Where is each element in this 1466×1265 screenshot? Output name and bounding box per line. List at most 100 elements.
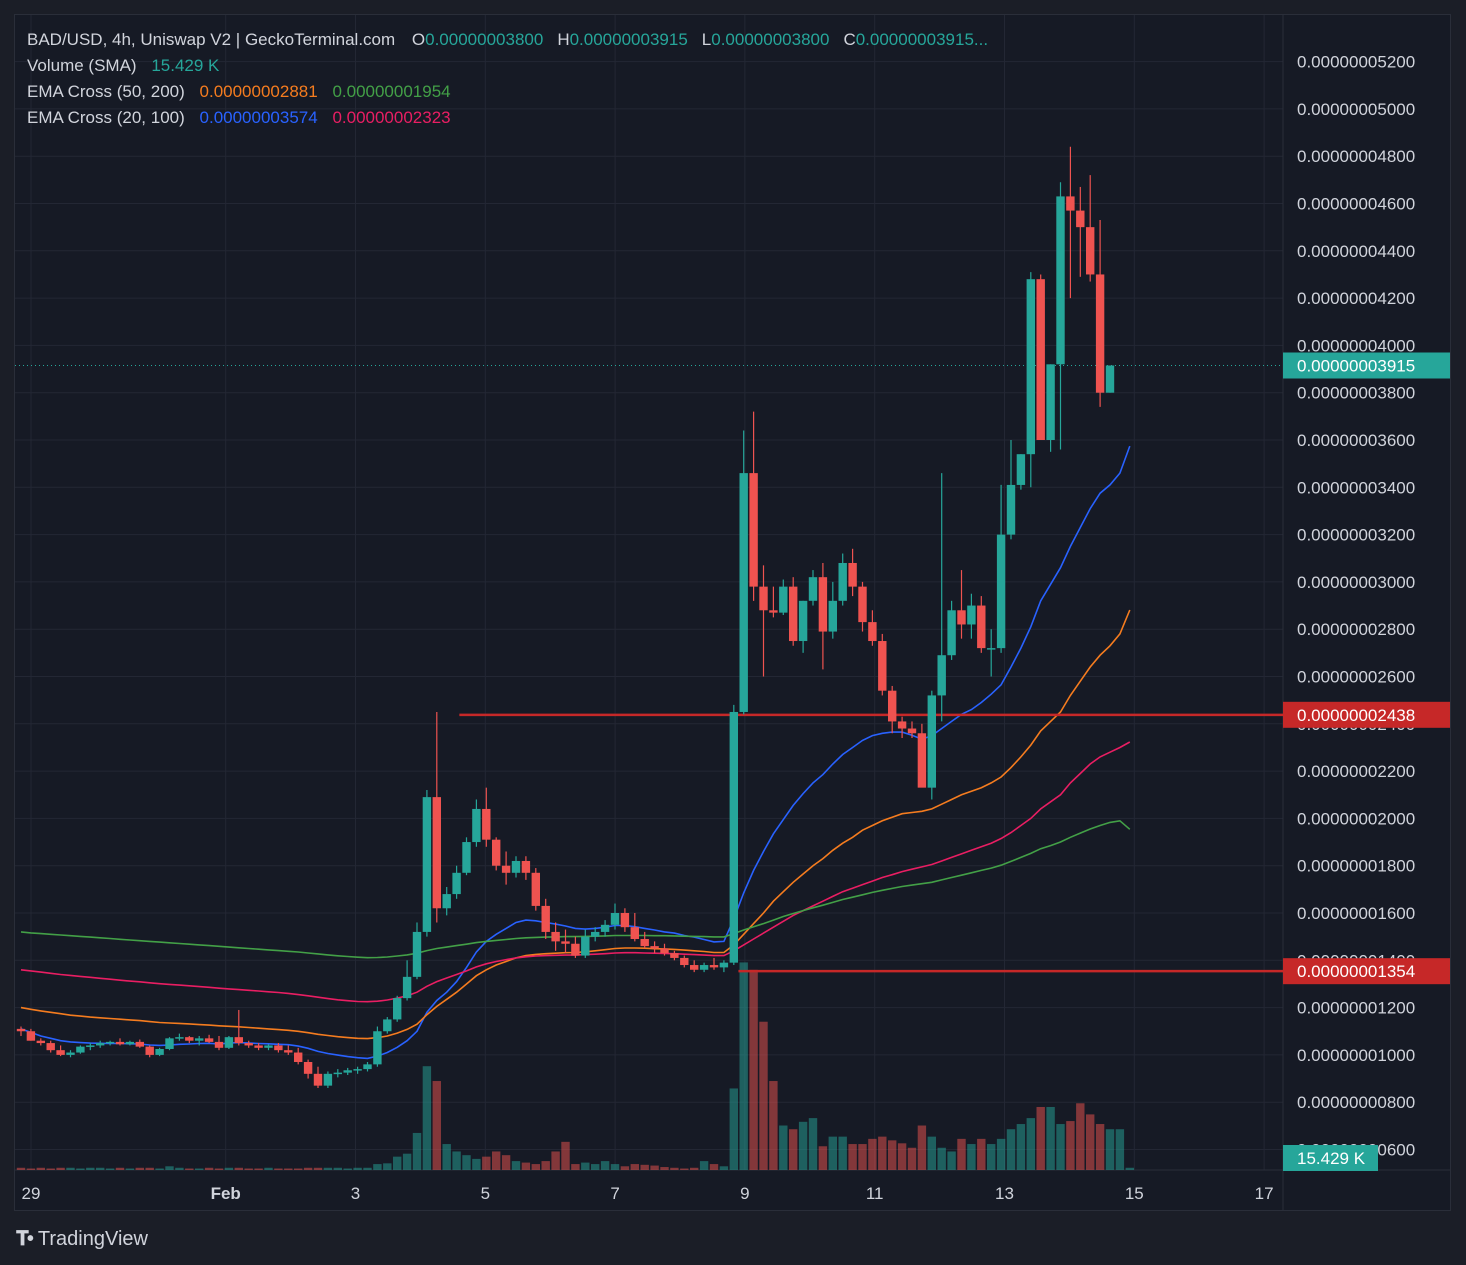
candle-body[interactable] bbox=[343, 1070, 352, 1073]
candle-body[interactable] bbox=[571, 943, 580, 956]
candle-body[interactable] bbox=[432, 797, 441, 909]
candle-body[interactable] bbox=[165, 1038, 174, 1049]
candle-body[interactable] bbox=[402, 976, 412, 999]
candle-body[interactable] bbox=[521, 860, 531, 873]
candle-body[interactable] bbox=[937, 655, 946, 696]
candle-body[interactable] bbox=[967, 605, 976, 625]
legend-symbol[interactable]: BAD/USD, 4h, Uniswap V2 | GeckoTerminal.… bbox=[27, 30, 396, 49]
candle-body[interactable] bbox=[254, 1045, 263, 1048]
candle-body[interactable] bbox=[917, 733, 927, 788]
candle-body[interactable] bbox=[600, 924, 610, 932]
level-price-tag[interactable] bbox=[1283, 958, 1450, 985]
candle-body[interactable] bbox=[1036, 279, 1045, 440]
candle-body[interactable] bbox=[26, 1031, 36, 1041]
candle-body[interactable] bbox=[135, 1041, 144, 1047]
candle-body[interactable] bbox=[620, 913, 630, 928]
candle-body[interactable] bbox=[175, 1037, 184, 1039]
candle-body[interactable] bbox=[709, 965, 719, 968]
candle-body[interactable] bbox=[818, 577, 828, 632]
candle-body[interactable] bbox=[501, 865, 511, 873]
candle-body[interactable] bbox=[185, 1037, 194, 1041]
candle-body[interactable] bbox=[422, 797, 432, 932]
candle-body[interactable] bbox=[383, 1019, 392, 1032]
candle-body[interactable] bbox=[591, 931, 600, 937]
candle-body[interactable] bbox=[56, 1050, 65, 1055]
candle-body[interactable] bbox=[323, 1073, 333, 1086]
candle-body[interactable] bbox=[472, 808, 481, 843]
candle-body[interactable] bbox=[1086, 227, 1095, 275]
candle-body[interactable] bbox=[452, 872, 461, 895]
price-chart[interactable]: 0.000000006000.000000008000.000000010000… bbox=[15, 15, 1450, 1210]
candle-body[interactable] bbox=[195, 1038, 204, 1041]
candle-body[interactable] bbox=[957, 610, 966, 625]
candle-body[interactable] bbox=[541, 905, 550, 932]
candle-body[interactable] bbox=[105, 1041, 115, 1044]
last-price-tag[interactable] bbox=[1283, 352, 1450, 379]
candle-body[interactable] bbox=[363, 1064, 372, 1070]
candle-body[interactable] bbox=[115, 1041, 125, 1045]
candle-body[interactable] bbox=[680, 957, 689, 966]
candle-body[interactable] bbox=[462, 842, 471, 873]
candle-body[interactable] bbox=[373, 1031, 382, 1065]
candle-body[interactable] bbox=[996, 534, 1006, 649]
candle-body[interactable] bbox=[511, 860, 521, 873]
candle-body[interactable] bbox=[76, 1046, 85, 1053]
candle-body[interactable] bbox=[690, 965, 699, 970]
candle-body[interactable] bbox=[234, 1037, 243, 1044]
candle-body[interactable] bbox=[670, 953, 679, 958]
candle-body[interactable] bbox=[204, 1038, 214, 1042]
candle-body[interactable] bbox=[828, 600, 837, 632]
candle-body[interactable] bbox=[729, 711, 738, 963]
candle-body[interactable] bbox=[1095, 274, 1105, 393]
candle-body[interactable] bbox=[848, 562, 857, 587]
candle-body[interactable] bbox=[412, 931, 422, 977]
legend-ema-20-100-label[interactable]: EMA Cross (20, 100) bbox=[27, 108, 185, 127]
candle-body[interactable] bbox=[1105, 365, 1115, 393]
candle-body[interactable] bbox=[927, 695, 936, 788]
candle-body[interactable] bbox=[442, 894, 451, 909]
candle-body[interactable] bbox=[897, 721, 907, 729]
candle-body[interactable] bbox=[561, 941, 570, 944]
candle-body[interactable] bbox=[838, 562, 847, 601]
candle-body[interactable] bbox=[125, 1041, 135, 1045]
legend-volume-label[interactable]: Volume (SMA) bbox=[27, 56, 137, 75]
candle-body[interactable] bbox=[699, 965, 709, 970]
legend-ema-50-200-label[interactable]: EMA Cross (50, 200) bbox=[27, 82, 185, 101]
candle-body[interactable] bbox=[1016, 454, 1026, 485]
candle-body[interactable] bbox=[482, 808, 491, 840]
candle-body[interactable] bbox=[264, 1045, 273, 1048]
candle-body[interactable] bbox=[660, 948, 669, 954]
candle-body[interactable] bbox=[531, 872, 540, 906]
candle-body[interactable] bbox=[1076, 210, 1085, 228]
candle-body[interactable] bbox=[947, 610, 956, 656]
candle-body[interactable] bbox=[769, 610, 778, 613]
candle-body[interactable] bbox=[719, 962, 729, 968]
candle-body[interactable] bbox=[303, 1061, 313, 1074]
candle-body[interactable] bbox=[1046, 364, 1055, 440]
candle-body[interactable] bbox=[393, 998, 402, 1020]
candle-body[interactable] bbox=[868, 622, 877, 642]
candle-body[interactable] bbox=[759, 586, 768, 611]
candle-body[interactable] bbox=[858, 586, 867, 623]
candle-body[interactable] bbox=[333, 1072, 342, 1075]
candle-body[interactable] bbox=[581, 936, 590, 956]
candle-body[interactable] bbox=[1006, 484, 1016, 535]
candle-body[interactable] bbox=[284, 1050, 293, 1053]
candle-body[interactable] bbox=[907, 728, 917, 734]
candle-body[interactable] bbox=[779, 586, 788, 613]
candle-body[interactable] bbox=[1066, 196, 1075, 211]
candle-body[interactable] bbox=[214, 1041, 224, 1048]
candle-body[interactable] bbox=[313, 1073, 323, 1086]
candle-body[interactable] bbox=[987, 648, 996, 650]
candle-body[interactable] bbox=[66, 1052, 75, 1055]
candle-body[interactable] bbox=[749, 473, 758, 587]
candle-body[interactable] bbox=[739, 473, 748, 712]
candle-body[interactable] bbox=[610, 913, 620, 925]
candle-body[interactable] bbox=[878, 641, 887, 691]
candle-body[interactable] bbox=[888, 690, 897, 722]
candle-body[interactable] bbox=[1056, 196, 1065, 365]
candle-body[interactable] bbox=[551, 931, 560, 942]
candle-body[interactable] bbox=[789, 586, 798, 642]
candle-body[interactable] bbox=[36, 1040, 45, 1044]
candle-body[interactable] bbox=[46, 1043, 55, 1051]
